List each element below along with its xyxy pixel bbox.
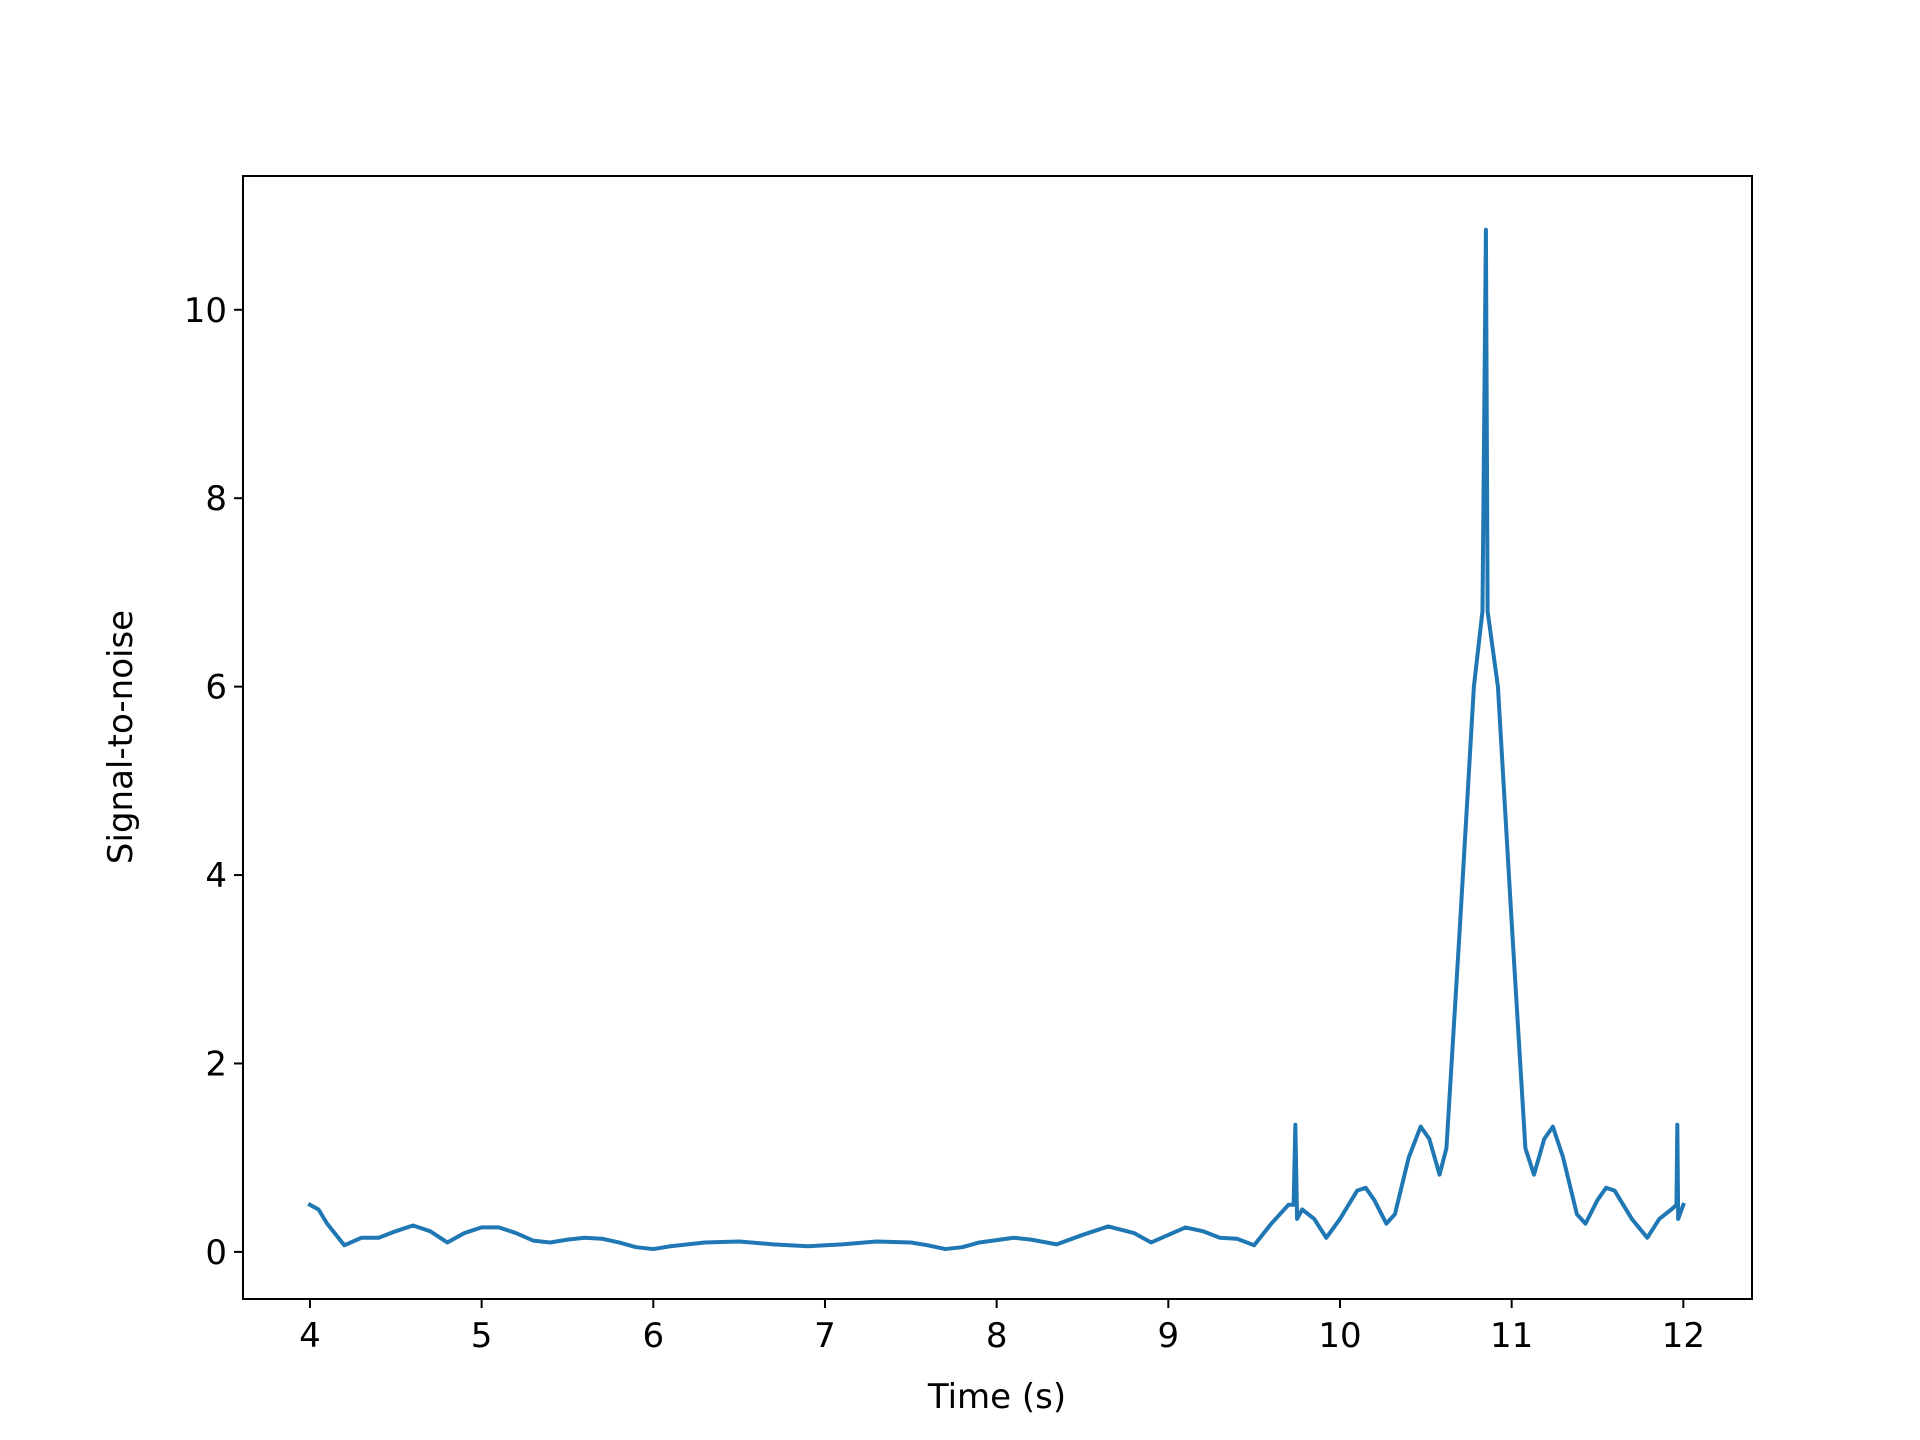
x-tick-label: 5 <box>471 1316 493 1356</box>
x-tick-label: 10 <box>1318 1316 1361 1356</box>
x-tick-label: 11 <box>1490 1316 1533 1356</box>
y-tick-label: 6 <box>205 668 227 708</box>
y-tick-label: 4 <box>205 856 227 896</box>
y-tick-label: 2 <box>205 1044 227 1084</box>
x-tick-label: 12 <box>1662 1316 1705 1356</box>
y-axis-label: Signal-to-noise <box>101 610 141 864</box>
x-tick-label: 7 <box>814 1316 836 1356</box>
x-tick-label: 8 <box>986 1316 1008 1356</box>
x-axis-label: Time (s) <box>927 1377 1066 1417</box>
x-tick-label: 9 <box>1157 1316 1179 1356</box>
y-tick-label: 10 <box>184 291 227 331</box>
y-tick-label: 8 <box>205 479 227 519</box>
x-tick-label: 4 <box>299 1316 321 1356</box>
line <box>307 227 1686 1252</box>
y-tick-label: 0 <box>205 1233 227 1273</box>
plot-frame <box>242 175 1753 1300</box>
x-tick-label: 6 <box>642 1316 664 1356</box>
